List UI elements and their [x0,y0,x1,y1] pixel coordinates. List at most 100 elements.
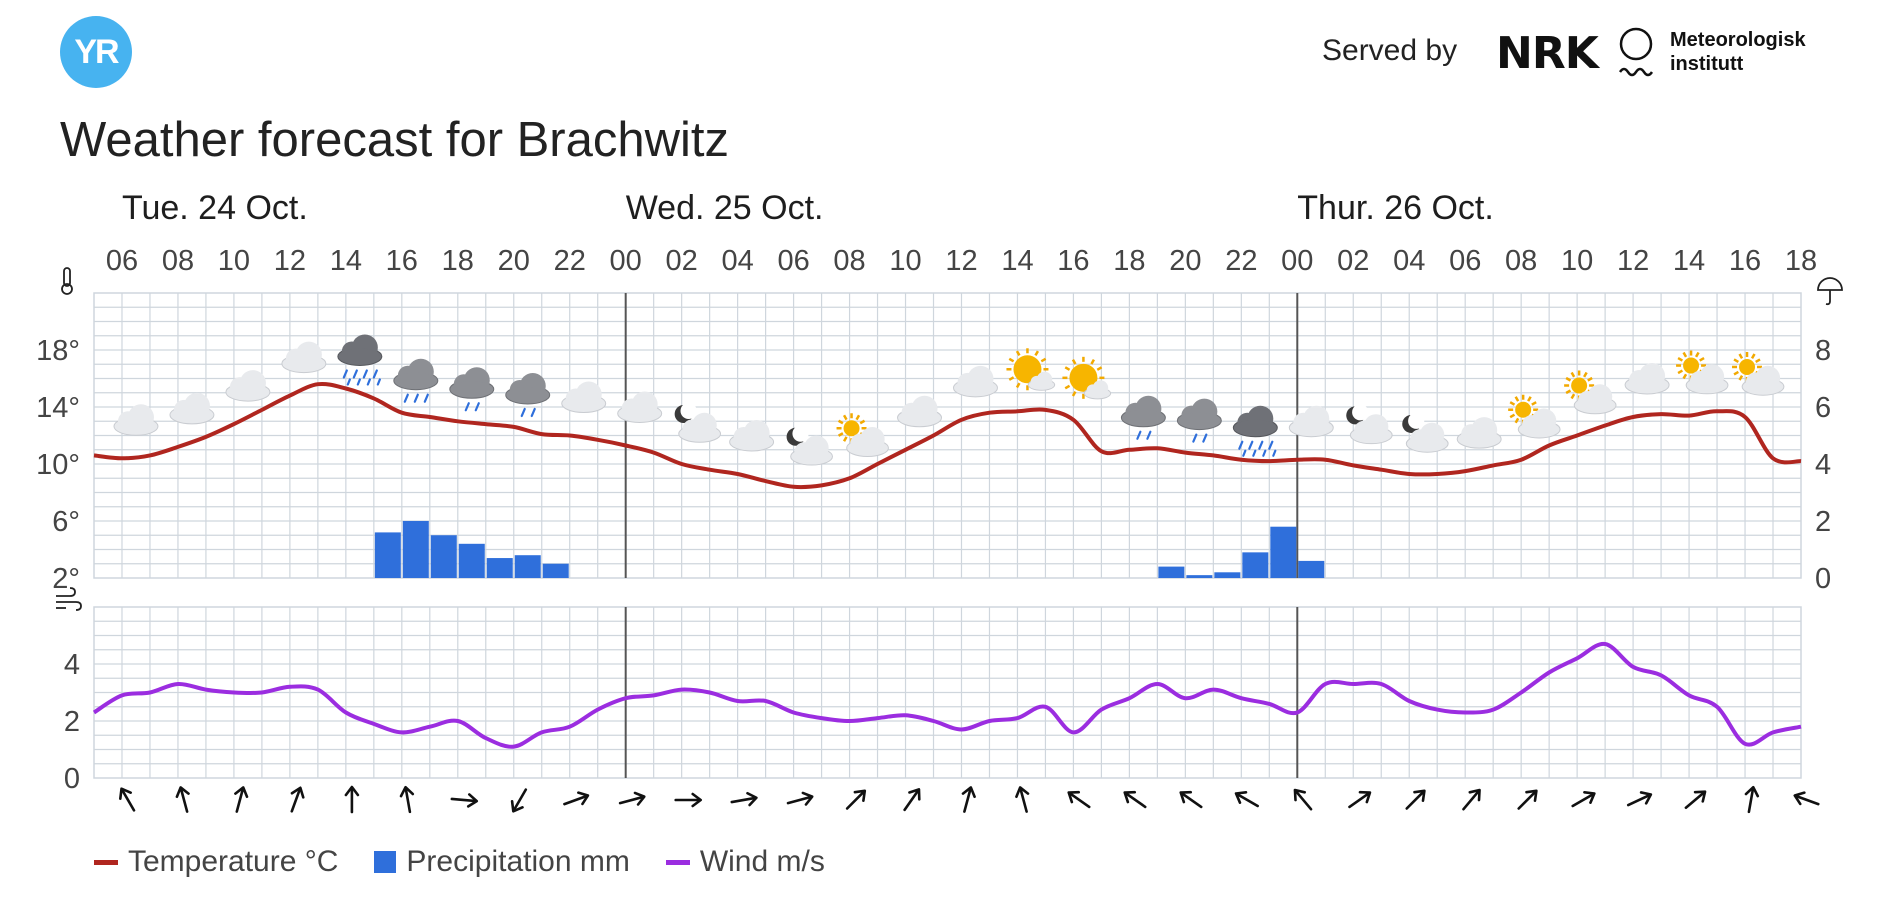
cloudy-icon [952,365,998,398]
cloudy-icon [729,419,775,452]
wind-arrow [845,789,867,810]
hour-label: 16 [1729,245,1761,277]
wind-arrow [1348,790,1372,809]
wind-arrow [1626,791,1653,807]
wind-arrow [1517,789,1538,810]
partly-cloudy-day-icon [836,413,889,458]
wind-arrow [1234,791,1259,808]
wind-arrow [1793,791,1820,806]
wind-arrow [450,793,479,808]
temp-tick-label: 14° [36,392,80,424]
wind-arrow [786,791,814,806]
wind-arrow [1123,790,1147,809]
wind-arrow [1405,789,1426,810]
wind-arrow [1015,786,1030,813]
hour-label: 14 [330,245,362,277]
precipitation-bar [1298,560,1325,578]
hour-label: 16 [1057,245,1089,277]
cloudy-icon [561,381,607,413]
precip-tick-label: 8 [1815,335,1831,367]
hour-label: 18 [1785,245,1817,277]
precipitation-bar [1214,572,1241,578]
nrk-logo-text: NRK [1496,28,1599,79]
yr-logo-text: YR [74,32,119,71]
hour-label: 14 [1001,245,1033,277]
hour-label: 08 [833,245,865,277]
hour-label: 06 [1449,245,1481,277]
hour-label: 16 [386,245,418,277]
met-logo[interactable]: Meteorologisk institutt [1618,24,1818,84]
temp-tick-label: 10° [36,449,80,481]
precipitation-bar [1186,575,1213,578]
hour-label: 02 [1337,245,1369,277]
legend-label-temperature: Temperature °C [128,845,339,878]
temp-tick-label: 6° [52,506,80,538]
legend-swatch-wind [665,859,690,865]
legend-item-precipitation[interactable]: Precipitation mm [374,845,630,879]
legend-swatch-temperature [94,859,118,865]
hour-label: 22 [554,245,586,277]
day-label: Thur. 26 Oct. [1297,189,1494,227]
met-logo-line1: Meteorologisk [1670,29,1806,51]
wind-arrow [399,785,415,814]
wind-arrow [1067,790,1091,809]
wind-tick-label: 4 [64,649,80,681]
precipitation-bar [1242,552,1269,578]
hour-label: 08 [1505,245,1537,277]
cloudy-icon [1456,417,1502,449]
wind-line [92,641,1802,749]
temp-tick-label: 2° [52,563,80,595]
hour-label: 00 [610,245,642,277]
hour-label: 06 [777,245,809,277]
wind-arrow [730,791,758,807]
met-logo-line2: institutt [1670,53,1744,75]
thermometer-icon [61,267,73,295]
temperature-line [93,381,1802,490]
temp-tick-label: 18° [36,335,80,367]
partly-cloudy-night-icon [1402,412,1449,453]
cloudy-icon [1624,362,1670,395]
wind-arrow [903,788,921,812]
umbrella-icon [1817,277,1843,306]
legend-item-wind[interactable]: Wind m/s [665,845,825,879]
wind-arrow [1571,791,1596,808]
yr-logo[interactable]: YR [60,16,132,88]
wind-arrow [563,791,590,806]
wind-arrow [234,786,249,813]
hour-label: 14 [1673,245,1705,277]
light-rain-icon [505,372,551,418]
rain-icon [393,358,439,403]
legend-swatch-precipitation [374,851,397,873]
day-label: Tue. 24 Oct. [122,189,308,227]
legend: Temperature °C Precipitation mm Wind m/s [94,842,825,882]
hour-label: 20 [498,245,530,277]
legend-label-precipitation: Precipitation mm [406,845,630,878]
hour-label: 04 [1393,245,1425,277]
cloudy-icon [169,392,215,425]
hour-label: 10 [889,245,921,277]
wind-arrow [1293,788,1313,811]
light-rain-icon [1120,395,1166,440]
wind-arrow [1462,788,1481,811]
precipitation-bar [458,543,485,578]
cloudy-icon [617,391,663,423]
light-rain-icon [449,367,495,412]
wind-arrow [674,792,703,808]
served-by-label: Served by [1322,34,1458,67]
wind-arrow [290,786,305,813]
legend-item-temperature[interactable]: Temperature °C [94,845,338,879]
cloudy-icon [113,404,159,436]
wind-tick-label: 2 [64,706,80,738]
hour-label: 10 [218,245,250,277]
hour-label: 12 [945,245,977,277]
cloudy-icon [225,370,271,402]
partly-cloudy-night-icon [1346,404,1393,445]
hour-label: 18 [1113,245,1145,277]
nrk-logo[interactable]: NRK [1496,28,1599,79]
wind-arrow [510,788,528,813]
hour-label: 12 [1617,245,1649,277]
legend-label-wind: Wind m/s [699,845,825,878]
met-logo-icon [1618,27,1654,77]
heavy-rain-icon [337,334,383,386]
